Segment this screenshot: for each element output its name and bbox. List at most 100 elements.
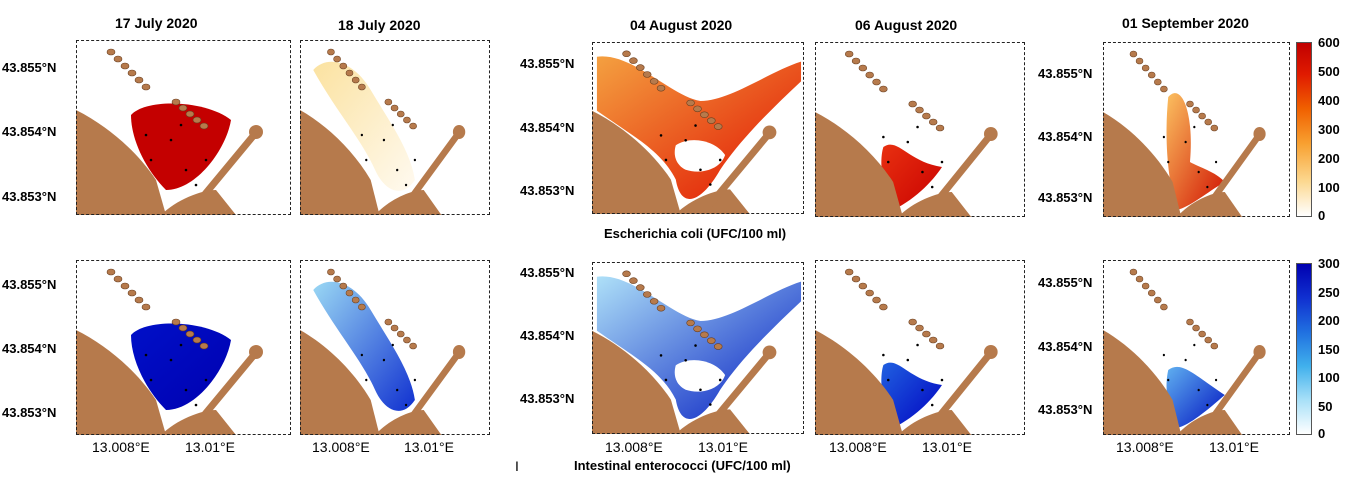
breakwater-rock (908, 318, 917, 326)
breakwater-rock (649, 298, 659, 305)
breakwater-rock (1186, 100, 1194, 108)
breakwater-rock (345, 69, 354, 77)
map-svg (592, 270, 802, 434)
colorbar-tick: 50 (1318, 399, 1333, 414)
coastline-land (76, 110, 166, 215)
breakwater-rock (700, 331, 709, 338)
sampling-point (718, 158, 722, 162)
breakwater-rock (199, 342, 209, 350)
concentration-plume (596, 56, 802, 199)
breakwater-rock (127, 69, 137, 77)
sampling-point (709, 183, 712, 186)
pier (192, 131, 258, 209)
pier (706, 351, 771, 428)
sampling-point (684, 139, 687, 142)
concentration-plume (1166, 366, 1225, 428)
breakwater-rock (390, 104, 399, 112)
sampling-point (194, 183, 198, 187)
entero-colorbar (1296, 263, 1312, 435)
breakwater-rock (693, 105, 702, 113)
sampling-point (1197, 388, 1200, 392)
pier (402, 351, 461, 429)
breakwater-rock (127, 289, 137, 297)
breakwater-rock (693, 325, 702, 333)
breakwater-rock (629, 57, 638, 64)
sampling-point (179, 123, 183, 127)
breakwater-rock (327, 48, 335, 56)
lat-label: 43.855°N (2, 277, 57, 292)
lat-label: 43.855°N (1038, 275, 1093, 290)
sampling-point (1167, 160, 1170, 164)
breakwater-rock (1147, 289, 1156, 297)
breakwater-rock (333, 55, 341, 63)
sampling-point (360, 353, 364, 357)
pier (402, 131, 461, 209)
breakwater-rock (1154, 296, 1162, 304)
sampling-point (906, 140, 910, 144)
breakwater-rock (700, 111, 709, 118)
sampling-point (179, 343, 183, 347)
colorbar-tick: 100 (1318, 370, 1340, 385)
breakwater-rock (865, 71, 874, 79)
breakwater-rock (642, 71, 652, 78)
sampling-point (1162, 353, 1166, 357)
lon-label: 13.008°E (605, 439, 663, 455)
pier (928, 351, 993, 429)
sampling-point (404, 183, 408, 187)
coastline-land (592, 330, 681, 434)
lon-label: 13.01°E (1209, 439, 1259, 455)
breakwater-rock (134, 76, 144, 84)
sampling-point (1184, 358, 1187, 362)
breakwater-rock (351, 76, 360, 84)
coastline-land (815, 330, 903, 435)
concentration-plume (313, 281, 415, 411)
map-panel-ecoli-06aug (815, 42, 1025, 217)
breakwater-rock (872, 296, 881, 304)
sampling-point (365, 158, 368, 162)
breakwater-rock (622, 50, 631, 58)
breakwater-rock (134, 296, 144, 304)
breakwater-rock (858, 282, 868, 290)
concentration-plume (313, 61, 415, 191)
sampling-point (360, 133, 364, 137)
breakwater-rock (345, 289, 354, 297)
sampling-point (694, 344, 697, 347)
pier-head (1253, 127, 1266, 141)
lat-label: 43.854°N (2, 124, 57, 139)
concentration-plume (596, 276, 802, 419)
breakwater-rock (339, 282, 348, 290)
lat-label: 43.853°N (2, 189, 57, 204)
breakwater-rock (844, 50, 854, 58)
coastline-land (300, 330, 380, 435)
breakwater-rock (851, 275, 861, 283)
breakwater-rock (192, 336, 202, 344)
sampling-point (413, 158, 417, 162)
breakwater-rock (185, 330, 195, 338)
sampling-point (365, 378, 368, 382)
breakwater-rock (1135, 275, 1144, 283)
map-panel-entero-17jul (76, 260, 291, 435)
colorbar-tick: 300 (1318, 256, 1340, 271)
map-svg (815, 50, 998, 217)
sampling-point (694, 124, 697, 127)
colorbar-tick: 150 (1318, 342, 1340, 357)
concentration-plume (1166, 93, 1225, 210)
date-title-3: 04 August 2020 (630, 17, 733, 33)
breakwater-rock (1204, 336, 1212, 344)
coastline-land (1103, 330, 1182, 435)
breakwater-rock (707, 337, 716, 344)
pier (928, 133, 993, 211)
sampling-point (1214, 378, 1218, 382)
colorbar-tick: 600 (1318, 35, 1340, 50)
lat-label: 43.853°N (1038, 190, 1093, 205)
sampling-point (149, 378, 153, 382)
breakwater-rock (1204, 118, 1212, 126)
lat-label: 43.854°N (520, 328, 575, 343)
sampling-point (1167, 378, 1170, 382)
lat-label: 43.854°N (520, 120, 575, 135)
sampling-point (684, 359, 687, 362)
breakwater-rock (928, 118, 938, 126)
lat-label: 43.853°N (520, 183, 575, 198)
sampling-point (882, 135, 885, 139)
pier-head (983, 345, 998, 359)
